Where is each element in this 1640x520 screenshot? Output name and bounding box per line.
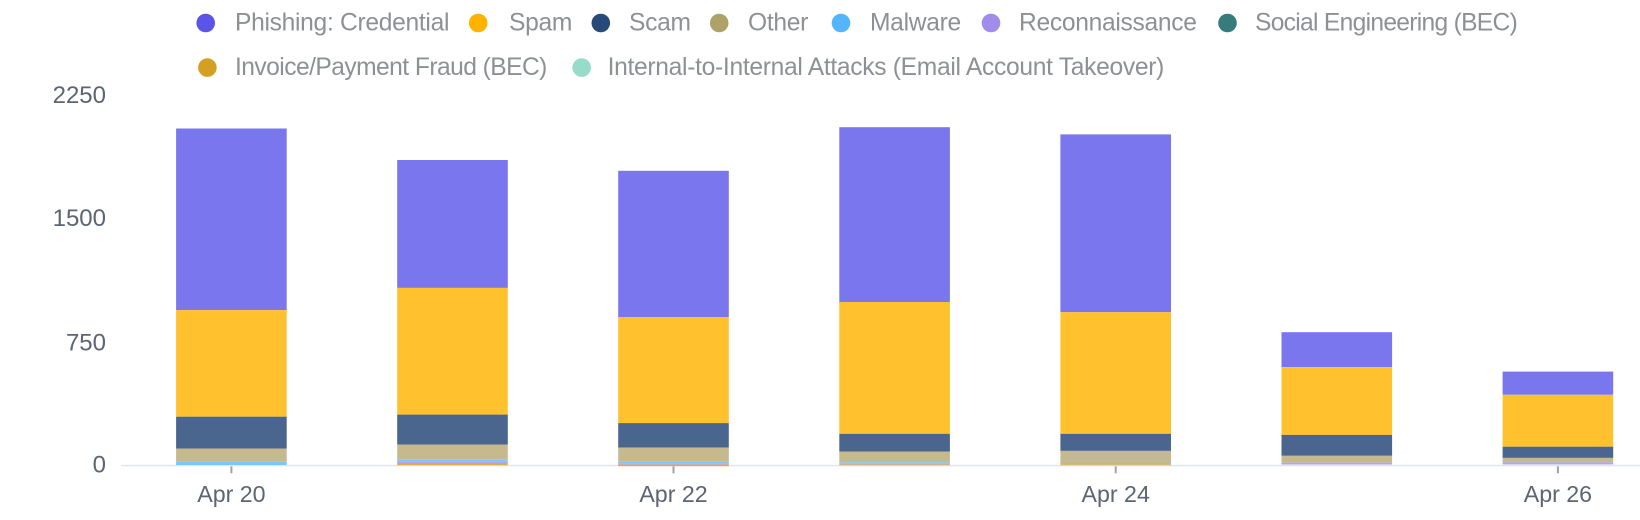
svg-text:Apr 24: Apr 24: [1082, 481, 1150, 507]
svg-text:Phishing: Credential: Phishing: Credential: [235, 10, 449, 37]
svg-text:Reconnaissance: Reconnaissance: [1019, 10, 1197, 37]
svg-text:0: 0: [93, 452, 106, 479]
svg-text:Invoice/Payment Fraud (BEC): Invoice/Payment Fraud (BEC): [235, 54, 547, 81]
svg-text:750: 750: [66, 330, 106, 357]
svg-text:Spam: Spam: [509, 10, 572, 37]
svg-text:Malware: Malware: [870, 10, 961, 37]
svg-text:Apr 26: Apr 26: [1524, 481, 1592, 507]
svg-text:Internal-to-Internal Attacks (: Internal-to-Internal Attacks (Email Acco…: [608, 54, 1164, 81]
svg-text:Apr 20: Apr 20: [197, 481, 265, 507]
svg-text:Other: Other: [748, 10, 808, 37]
svg-text:Apr 22: Apr 22: [639, 481, 707, 507]
svg-text:1500: 1500: [53, 205, 106, 232]
svg-text:Scam: Scam: [629, 10, 691, 37]
svg-text:Social Engineering (BEC): Social Engineering (BEC): [1255, 10, 1517, 37]
svg-text:2250: 2250: [53, 82, 106, 109]
